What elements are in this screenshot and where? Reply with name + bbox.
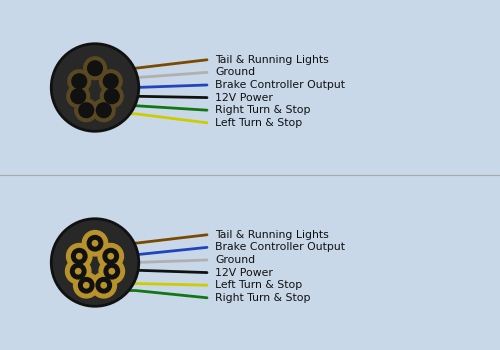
Circle shape [103, 248, 118, 264]
Circle shape [71, 89, 86, 104]
Circle shape [109, 268, 114, 274]
Circle shape [96, 278, 112, 293]
Circle shape [79, 103, 94, 118]
Circle shape [99, 259, 124, 284]
Text: Ground: Ground [215, 255, 255, 265]
Text: Brake Controller Output: Brake Controller Output [215, 243, 345, 252]
Circle shape [88, 236, 102, 251]
Text: Tail & Running Lights: Tail & Running Lights [215, 230, 329, 240]
Circle shape [88, 61, 102, 76]
Text: Right Turn & Stop: Right Turn & Stop [215, 105, 310, 115]
Circle shape [52, 44, 139, 131]
Circle shape [96, 103, 111, 118]
Circle shape [98, 244, 124, 269]
Circle shape [92, 99, 115, 121]
Circle shape [76, 268, 81, 274]
Circle shape [104, 74, 118, 89]
Circle shape [76, 253, 82, 259]
Text: Ground: Ground [215, 68, 255, 77]
Circle shape [104, 89, 119, 104]
Circle shape [52, 219, 139, 306]
Text: 12V Power: 12V Power [215, 93, 273, 103]
Circle shape [68, 70, 90, 92]
Text: Left Turn & Stop: Left Turn & Stop [215, 280, 302, 290]
Circle shape [100, 85, 123, 107]
Text: 12V Power: 12V Power [215, 268, 273, 278]
Circle shape [67, 85, 90, 107]
Circle shape [104, 264, 120, 279]
Circle shape [72, 248, 87, 264]
Text: Brake Controller Output: Brake Controller Output [215, 80, 345, 90]
Circle shape [72, 74, 86, 89]
Circle shape [78, 278, 94, 293]
Circle shape [91, 273, 116, 298]
Circle shape [108, 253, 114, 259]
Circle shape [84, 282, 89, 288]
Text: Left Turn & Stop: Left Turn & Stop [215, 118, 302, 128]
Circle shape [70, 264, 86, 279]
Circle shape [74, 273, 99, 298]
Circle shape [75, 99, 98, 121]
Circle shape [101, 282, 106, 288]
Circle shape [66, 244, 92, 269]
Text: Tail & Running Lights: Tail & Running Lights [215, 55, 329, 65]
Circle shape [82, 231, 108, 256]
Circle shape [92, 240, 98, 246]
Text: Right Turn & Stop: Right Turn & Stop [215, 293, 310, 303]
Circle shape [100, 70, 122, 92]
Circle shape [66, 259, 91, 284]
Circle shape [84, 57, 106, 79]
